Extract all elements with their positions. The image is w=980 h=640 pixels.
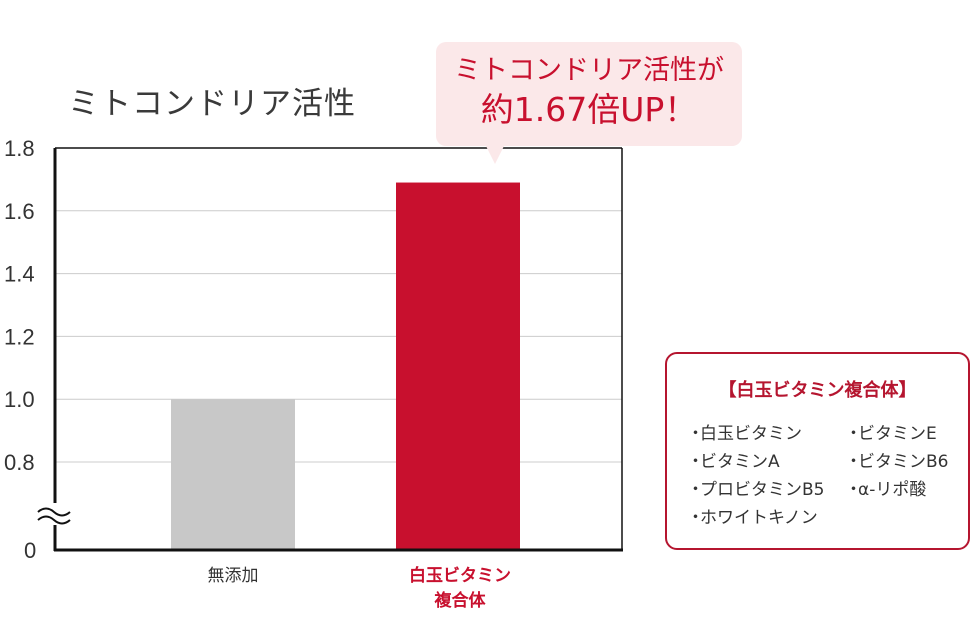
ingredient-item: ビタミンE (845, 420, 948, 448)
bar-1 (396, 182, 520, 551)
callout-line2: 約1.67倍UP！ (480, 90, 698, 129)
y-tick-labels: 1.8 1.6 1.4 1.2 1.0 0.8 0 (4, 136, 36, 563)
y-tick-label: 1.6 (4, 199, 35, 224)
ingredient-item: 白玉ビタミン (687, 420, 824, 448)
callout-bubble: ミトコンドリア活性が 約1.67倍UP！ (436, 42, 742, 164)
ingredient-item: プロビタミンB5 (687, 476, 824, 504)
category-label-line: 無添加 (207, 566, 259, 586)
y-tick-label: 1.8 (4, 136, 35, 161)
info-box-title: 【白玉ビタミン複合体】 (718, 380, 917, 401)
chart-title: ミトコンドリア活性 (68, 86, 356, 122)
y-tick-label: 1.0 (4, 387, 35, 412)
category-label-control: 無添加 (172, 564, 294, 589)
y-tick-label: 0.8 (4, 450, 35, 475)
ingredient-list-right: ビタミンE ビタミンB6 α-リポ酸 (845, 420, 948, 504)
ingredient-item: ホワイトキノン (687, 504, 824, 532)
axes (35, 147, 623, 552)
y-tick-label: 1.4 (4, 262, 35, 287)
category-label-line: 複合体 (434, 591, 486, 611)
ingredient-item: ビタミンB6 (845, 448, 948, 476)
category-label-complex: 白玉ビタミン 複合体 (380, 564, 540, 614)
ingredient-info-box: 【白玉ビタミン複合体】 白玉ビタミン ビタミンA プロビタミンB5 ホワイトキノ… (665, 352, 970, 550)
ingredient-item: α-リポ酸 (845, 476, 948, 504)
ingredient-list-left: 白玉ビタミン ビタミンA プロビタミンB5 ホワイトキノン (687, 420, 824, 532)
y-tick-label-zero: 0 (24, 538, 36, 563)
callout-line1: ミトコンドリア活性が (454, 55, 724, 86)
bar-0 (171, 399, 295, 550)
grid-lines (55, 147, 622, 463)
axis-break-mark (37, 515, 71, 525)
axis-break-mark (37, 507, 71, 517)
y-tick-label: 1.2 (4, 324, 35, 349)
bars (171, 182, 520, 551)
category-label-line: 白玉ビタミン (409, 566, 511, 586)
ingredient-item: ビタミンA (687, 448, 824, 476)
